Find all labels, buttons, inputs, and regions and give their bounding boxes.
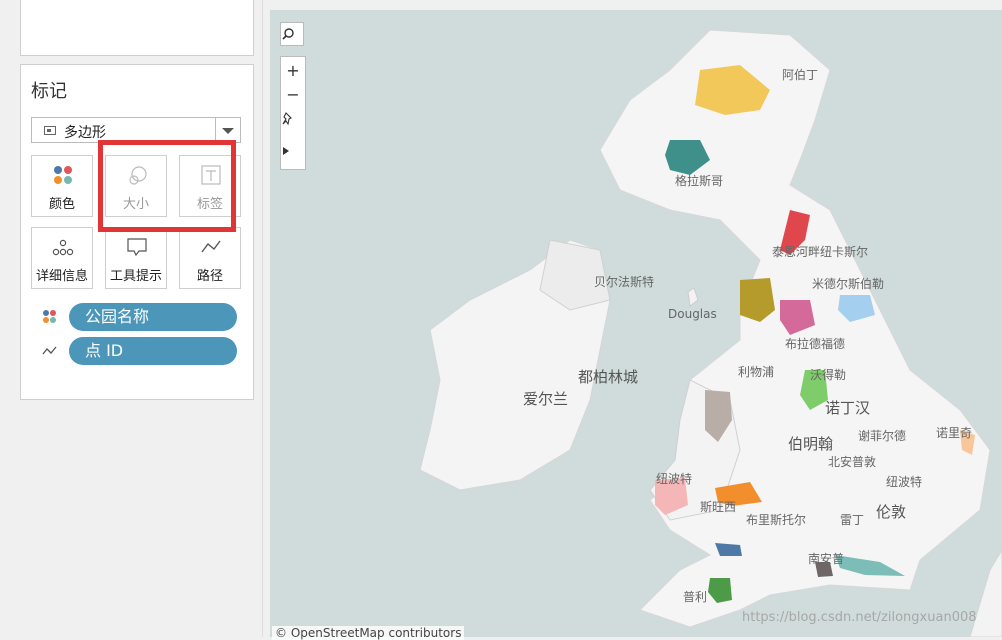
- color-tile[interactable]: 颜色: [31, 155, 93, 217]
- place-nottingham: 诺丁汉: [825, 399, 871, 417]
- detail-tile-label: 详细信息: [35, 269, 88, 284]
- place-reading: 雷丁: [840, 513, 865, 527]
- expand-toolbar-button[interactable]: [281, 139, 305, 163]
- color-dots-icon: [43, 310, 56, 323]
- tooltip-bubble-icon: [127, 238, 147, 257]
- place-glasgow: 格拉斯哥: [675, 174, 724, 188]
- text-label-icon: [201, 165, 221, 185]
- path-line-icon: [201, 240, 221, 253]
- park-brecon-beacons: [715, 482, 762, 506]
- place-leicester: 沃得勒: [810, 368, 847, 382]
- place-colchester: 纽波特: [886, 475, 923, 489]
- place-southampton: 南安普: [808, 552, 845, 566]
- map-search-button[interactable]: [280, 22, 304, 46]
- color-dots-icon: [54, 166, 72, 184]
- place-northampton: 北安普敦: [828, 455, 877, 469]
- place-birmingham: 伯明翰: [788, 435, 834, 453]
- place-bristol: 布里斯托尔: [746, 513, 807, 527]
- place-newport-wales: 纽波特: [656, 472, 693, 486]
- left-panel: 标记 多边形 颜色 大小: [0, 0, 263, 637]
- path-line-icon: [42, 346, 57, 355]
- minus-icon: −: [286, 85, 300, 104]
- place-newcastle: 泰恩河畔纽卡斯尔: [772, 245, 869, 259]
- watermark: https://blog.csdn.net/zilongxuan008: [742, 610, 977, 625]
- park-exmoor: [715, 543, 742, 556]
- map-toolbar: + −: [280, 56, 306, 170]
- map-view[interactable]: 阿伯丁 格拉斯哥 贝尔法斯特 Douglas 泰恩河畔纽卡斯尔 米德尔斯伯勒 布…: [270, 10, 1002, 637]
- chevron-down-icon[interactable]: [215, 118, 240, 142]
- zoom-in-button[interactable]: +: [281, 59, 305, 83]
- color-tile-label: 颜色: [48, 197, 75, 212]
- label-tile-label: 标签: [196, 197, 223, 212]
- park-pembrokeshire: [655, 478, 688, 515]
- map-attribution[interactable]: © OpenStreetMap contributors: [272, 626, 465, 640]
- polygon-icon: [44, 126, 56, 135]
- place-bradford: 布拉德福德: [785, 337, 846, 351]
- place-dublin: 都柏林城: [578, 368, 639, 386]
- zoom-out-button[interactable]: −: [281, 83, 305, 107]
- filters-card: [20, 0, 254, 56]
- pin-map-button[interactable]: [281, 107, 305, 131]
- pin-icon: [282, 112, 292, 126]
- detail-dots-icon: [52, 239, 74, 256]
- detail-tile[interactable]: 详细信息: [31, 227, 93, 289]
- park-name-pill[interactable]: 公园名称: [69, 303, 237, 331]
- label-tile[interactable]: 标签: [179, 155, 241, 217]
- park-dartmoor: [708, 578, 732, 603]
- place-douglas: Douglas: [668, 307, 717, 321]
- park-snowdonia: [705, 390, 732, 442]
- play-right-icon: [283, 147, 289, 155]
- northern-ireland-land: [539, 239, 611, 311]
- park-northumberland: [780, 210, 810, 255]
- park-cairngorms: [695, 65, 770, 115]
- mark-type-label: 多边形: [64, 125, 106, 141]
- highlight-box: [98, 140, 236, 232]
- tooltip-tile[interactable]: 工具提示: [105, 227, 167, 289]
- park-new-forest: [815, 562, 833, 577]
- park-loch-lomond: [665, 140, 710, 175]
- map-canvas: [419, 29, 1002, 637]
- place-norwich: 诺里奇: [936, 426, 973, 440]
- size-tile-label: 大小: [122, 197, 149, 212]
- place-middlesbrough: 米德尔斯伯勒: [812, 277, 885, 291]
- plus-icon: +: [286, 61, 300, 80]
- park-broads: [960, 430, 975, 455]
- place-cardiff: 斯旺西: [700, 500, 737, 514]
- mark-type-dropdown[interactable]: 多边形: [31, 117, 241, 143]
- park-lake-district: [740, 278, 775, 322]
- park-south-downs: [835, 555, 905, 576]
- park-yorkshire-dales: [780, 300, 815, 335]
- place-london: 伦敦: [876, 503, 907, 521]
- park-peak-district: [800, 370, 828, 410]
- park-north-york-moors: [838, 295, 875, 322]
- marks-title: 标记: [31, 81, 67, 102]
- isle-of-man: [687, 287, 699, 307]
- tooltip-tile-label: 工具提示: [109, 269, 162, 284]
- size-tile[interactable]: 大小: [105, 155, 167, 217]
- place-plymouth: 普利: [683, 590, 708, 604]
- marks-card: 标记 多边形 颜色 大小: [20, 64, 254, 400]
- place-belfast: 贝尔法斯特: [594, 275, 655, 289]
- place-liverpool: 利物浦: [738, 365, 775, 379]
- point-id-pill[interactable]: 点 ID: [69, 337, 237, 365]
- path-tile-label: 路径: [196, 269, 223, 284]
- place-ireland: 爱尔兰: [523, 390, 569, 408]
- search-icon: [282, 28, 294, 40]
- path-tile[interactable]: 路径: [179, 227, 241, 289]
- place-aberdeen: 阿伯丁: [782, 68, 819, 82]
- continent-edge: [969, 549, 1002, 637]
- size-circles-icon: [129, 166, 147, 185]
- place-sheffield: 谢菲尔德: [858, 429, 907, 443]
